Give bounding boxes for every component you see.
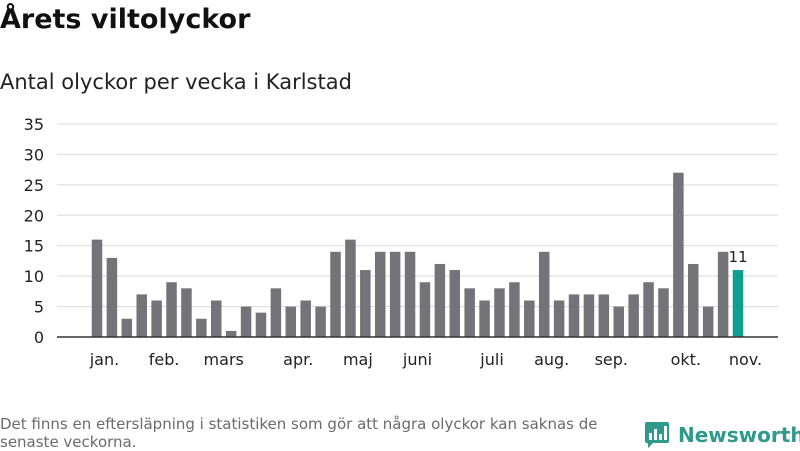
bar <box>374 251 386 337</box>
bar <box>136 294 147 337</box>
bar <box>449 270 461 337</box>
bar <box>479 300 490 337</box>
bar <box>330 251 341 337</box>
x-tick-label: sep. <box>595 350 628 369</box>
bar <box>464 288 475 337</box>
x-tick-label: juli <box>479 350 503 369</box>
y-tick-label: 20 <box>24 206 44 225</box>
y-tick-label: 10 <box>24 267 44 286</box>
bar-chart: 0 5 10 15 20 25 30 35 11 jan. feb. mars apr. maj juni j… <box>24 115 778 369</box>
bar <box>643 282 654 337</box>
bar-highlight <box>732 270 744 337</box>
x-tick-label: nov. <box>729 350 762 369</box>
x-tick-label: feb. <box>149 350 180 369</box>
bar <box>106 257 118 337</box>
bar <box>419 282 431 337</box>
chart-title: Årets viltolyckor <box>0 4 251 35</box>
y-tick-label: 25 <box>24 176 44 195</box>
y-tick-label: 0 <box>34 328 44 347</box>
bar <box>598 294 610 337</box>
bar <box>166 282 177 337</box>
x-tick-label: maj <box>343 350 373 369</box>
bar <box>717 251 729 337</box>
bar <box>285 306 297 337</box>
brand-name: Newsworthy <box>678 423 800 447</box>
x-tick-label: apr. <box>283 350 313 369</box>
data-label: 11 <box>728 248 747 266</box>
bar <box>613 306 624 337</box>
bar <box>524 300 535 337</box>
bar <box>151 300 162 337</box>
bar <box>434 263 446 337</box>
bar <box>345 239 356 337</box>
bar <box>181 288 192 337</box>
bar <box>538 251 550 337</box>
bar <box>702 306 714 337</box>
bar <box>389 251 401 337</box>
x-tick-label: jan. <box>89 350 119 369</box>
bar <box>583 294 595 337</box>
x-tick-label: juni <box>402 350 432 369</box>
chart-subtitle: Antal olyckor per vecka i Karlstad <box>0 70 352 94</box>
bar <box>509 282 520 337</box>
brand-logo: Newsworthy <box>644 420 800 450</box>
newsworthy-logo-icon <box>645 422 669 448</box>
bar <box>225 330 237 337</box>
bar <box>300 300 311 337</box>
x-tick-label: okt. <box>671 350 701 369</box>
bar <box>658 288 669 337</box>
y-tick-label: 30 <box>24 145 44 164</box>
bar <box>91 239 103 337</box>
bar <box>568 294 580 337</box>
bar <box>360 270 371 337</box>
bar <box>240 306 252 337</box>
y-tick-label: 35 <box>24 115 44 134</box>
bar <box>211 300 222 337</box>
y-tick-label: 5 <box>34 298 44 317</box>
y-tick-label: 15 <box>24 237 44 256</box>
bar <box>673 172 684 337</box>
bar <box>196 318 207 337</box>
bar <box>315 306 326 337</box>
x-tick-label: mars <box>204 350 244 369</box>
bar <box>494 288 505 337</box>
bar <box>553 300 565 337</box>
bar <box>255 312 267 337</box>
footnote: Det finns en eftersläpning i statistiken… <box>0 415 598 451</box>
bar <box>121 318 133 337</box>
bar <box>628 294 639 337</box>
x-tick-label: aug. <box>534 350 569 369</box>
bar <box>270 288 282 337</box>
bar <box>404 251 416 337</box>
bar <box>688 263 699 337</box>
